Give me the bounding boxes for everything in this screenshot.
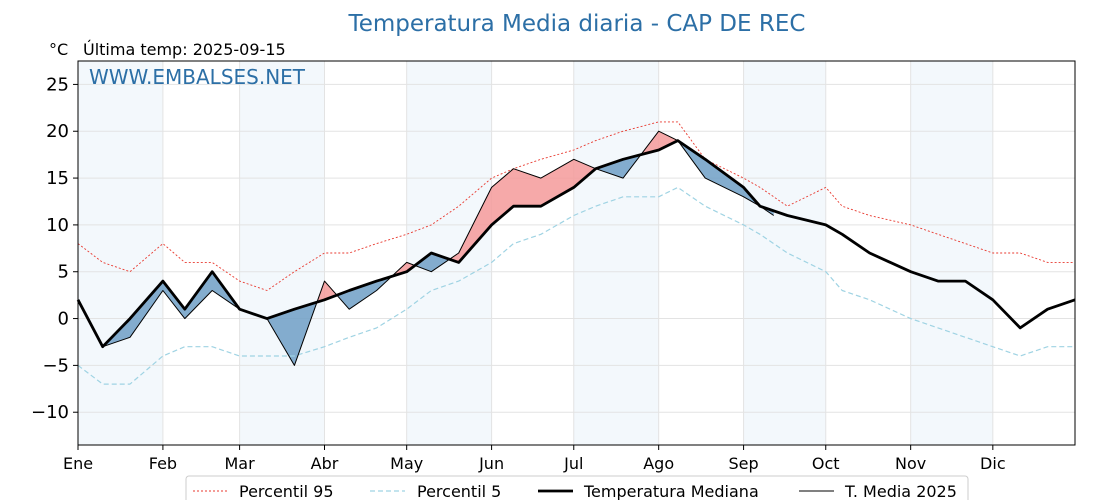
y-tick-label: 15 bbox=[46, 168, 69, 189]
month-band-nov bbox=[910, 61, 993, 445]
x-tick-label: Mar bbox=[225, 454, 256, 473]
x-axis: Ene Feb Mar Abr May Jun Jul Ago Sep Oct Nov Dic bbox=[63, 445, 1006, 473]
legend-label-p95: Percentil 95 bbox=[239, 482, 334, 500]
legend-label-2025: T. Media 2025 bbox=[844, 482, 957, 500]
x-tick-label: Ene bbox=[63, 454, 93, 473]
x-tick-label: Jul bbox=[563, 454, 583, 473]
grid-lines bbox=[77, 61, 1075, 445]
legend-label-median: Temperatura Mediana bbox=[583, 482, 759, 500]
y-tick-label: 25 bbox=[46, 74, 69, 95]
y-tick-label: −10 bbox=[31, 402, 69, 423]
chart-title: Temperatura Media diaria - CAP DE REC bbox=[348, 11, 806, 37]
month-band-sep bbox=[743, 61, 826, 445]
month-band-mar bbox=[239, 61, 325, 445]
legend-label-p5: Percentil 5 bbox=[417, 482, 501, 500]
line-percentil-5 bbox=[77, 186, 1075, 385]
watermark: WWW.EMBALSES.NET bbox=[89, 65, 306, 89]
series-lines bbox=[76, 121, 1076, 385]
x-tick-label: May bbox=[390, 454, 423, 473]
y-tick-label: 0 bbox=[58, 309, 69, 330]
last-temp-label: Última temp: 2025-09-15 bbox=[83, 40, 286, 59]
anomaly-warm-area bbox=[391, 262, 417, 277]
anomaly-cold-area bbox=[338, 276, 392, 310]
anomaly-cold-area bbox=[679, 141, 760, 207]
x-tick-label: Ago bbox=[643, 454, 674, 473]
x-tick-label: Oct bbox=[812, 454, 840, 473]
legend-box bbox=[185, 475, 969, 500]
line-media-2025 bbox=[77, 130, 774, 366]
y-axis: 25 20 15 10 5 0 −5 −10 bbox=[31, 74, 78, 423]
month-bands bbox=[78, 61, 993, 445]
x-tick-label: Nov bbox=[895, 454, 926, 473]
line-percentil-95 bbox=[77, 121, 1075, 291]
month-band-ene bbox=[78, 61, 163, 445]
anomaly-cold-area bbox=[104, 271, 240, 347]
unit-label: °C bbox=[49, 40, 68, 59]
anomaly-cold-area bbox=[268, 300, 318, 366]
x-tick-label: Abr bbox=[311, 454, 339, 473]
x-tick-label: Dic bbox=[980, 454, 1006, 473]
y-tick-label: 5 bbox=[58, 262, 69, 283]
legend: Percentil 95 Percentil 5 Temperatura Med… bbox=[185, 475, 969, 500]
month-band-jul bbox=[573, 61, 659, 445]
y-tick-label: 10 bbox=[46, 215, 69, 236]
month-band-may bbox=[406, 61, 492, 445]
y-tick-label: 20 bbox=[46, 121, 69, 142]
x-tick-label: Sep bbox=[729, 454, 759, 473]
anomaly-warm-area bbox=[450, 159, 597, 263]
x-tick-label: Feb bbox=[149, 454, 177, 473]
x-tick-label: Jun bbox=[478, 454, 504, 473]
plot-frame bbox=[77, 60, 1076, 446]
y-tick-label: −5 bbox=[42, 355, 69, 376]
anomaly-cold-area bbox=[597, 154, 641, 179]
